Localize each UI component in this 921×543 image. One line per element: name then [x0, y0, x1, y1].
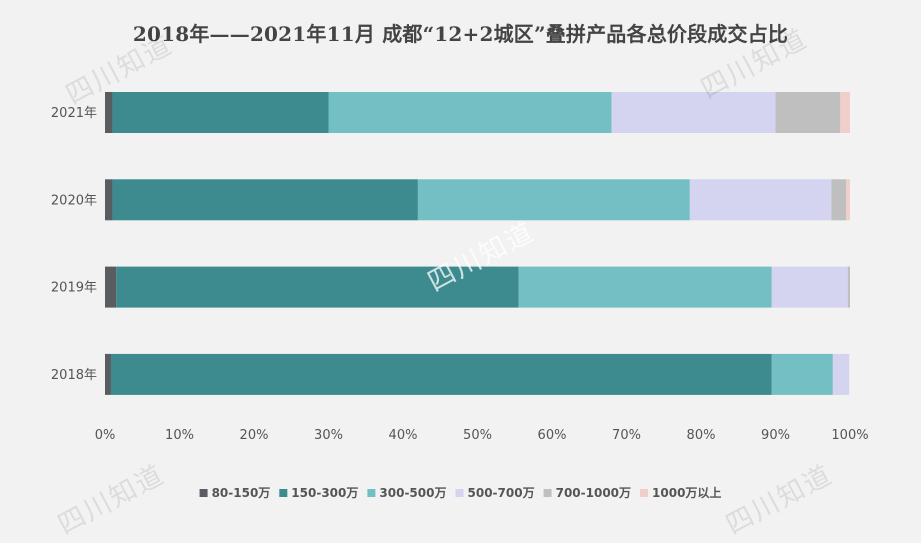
legend-item: 80-150万 — [199, 486, 271, 500]
bar-segment-1-5 — [846, 179, 850, 221]
legend-swatch — [279, 489, 288, 497]
legend-item: 300-500万 — [367, 486, 446, 500]
legend: 80-150万 150-300万 300-500万 500-700万 700-1000万… — [199, 485, 721, 500]
bar-segment-2-3 — [771, 266, 848, 308]
bar-segment-2-2 — [518, 266, 772, 308]
legend-swatch — [640, 489, 649, 497]
x-tick-label: 50% — [463, 428, 492, 443]
bar-segment-0-4 — [775, 92, 841, 133]
bar-segment-0-5 — [840, 92, 850, 133]
bar-segment-3-3 — [832, 353, 850, 395]
legend-swatch — [367, 489, 376, 497]
legend-swatch — [455, 489, 464, 497]
legend-swatch — [199, 489, 208, 497]
legend-label: 80-150万 — [212, 486, 271, 500]
bar-segment-2-4 — [847, 266, 850, 308]
legend-label: 700-1000万 — [556, 486, 631, 500]
x-tick-label: 60% — [538, 428, 567, 443]
legend-label: 1000万以上 — [652, 485, 721, 500]
x-tick-label: 0% — [95, 428, 116, 443]
x-tick-label: 90% — [761, 428, 790, 443]
bar-segment-1-4 — [831, 179, 847, 221]
bar-segment-3-0 — [105, 353, 111, 395]
x-tick-label: 20% — [240, 428, 269, 443]
bar-segment-0-0 — [105, 92, 113, 133]
bar-segment-1-3 — [689, 179, 832, 221]
legend-item: 500-700万 — [455, 486, 535, 500]
y-tick-label: 2019年 — [51, 281, 97, 296]
x-tick-label: 100% — [831, 428, 868, 443]
bars-layer — [105, 92, 850, 395]
bar-segment-2-1 — [116, 266, 519, 308]
x-tick-label: 40% — [389, 428, 418, 443]
legend-item: 1000万以上 — [640, 485, 721, 500]
y-tick-label: 2018年 — [51, 368, 97, 383]
bar-segment-0-2 — [328, 92, 612, 133]
x-tick-label: 80% — [687, 428, 716, 443]
bar-segment-1-0 — [105, 179, 113, 221]
bar-segment-0-3 — [611, 92, 776, 133]
legend-item: 150-300万 — [279, 486, 358, 500]
y-axis-labels: 2021年 2020年 2019年 2018年 — [51, 106, 97, 383]
bar-segment-1-1 — [112, 179, 418, 221]
y-tick-label: 2021年 — [51, 106, 97, 121]
y-tick-label: 2020年 — [51, 193, 97, 208]
chart-title: 2018年——2021年11月 成都“12+2城区”叠拼产品各总价段成交占比 — [132, 22, 789, 46]
x-tick-label: 10% — [165, 428, 194, 443]
bar-segment-3-2 — [771, 353, 833, 395]
bar-segment-1-2 — [417, 179, 690, 221]
legend-item: 700-1000万 — [543, 486, 631, 500]
bar-segment-2-0 — [105, 266, 117, 308]
bar-segment-3-1 — [110, 353, 772, 395]
legend-label: 300-500万 — [379, 486, 446, 500]
x-axis-tick-labels: 0% 10% 20% 30% 40% 50% 60% 70% 80% 90% 100% — [95, 428, 869, 443]
legend-label: 500-700万 — [467, 486, 534, 500]
bar-segment-0-1 — [112, 92, 329, 133]
x-tick-label: 70% — [612, 428, 641, 443]
x-tick-label: 30% — [314, 428, 343, 443]
legend-label: 150-300万 — [291, 486, 358, 500]
legend-swatch — [543, 489, 552, 497]
